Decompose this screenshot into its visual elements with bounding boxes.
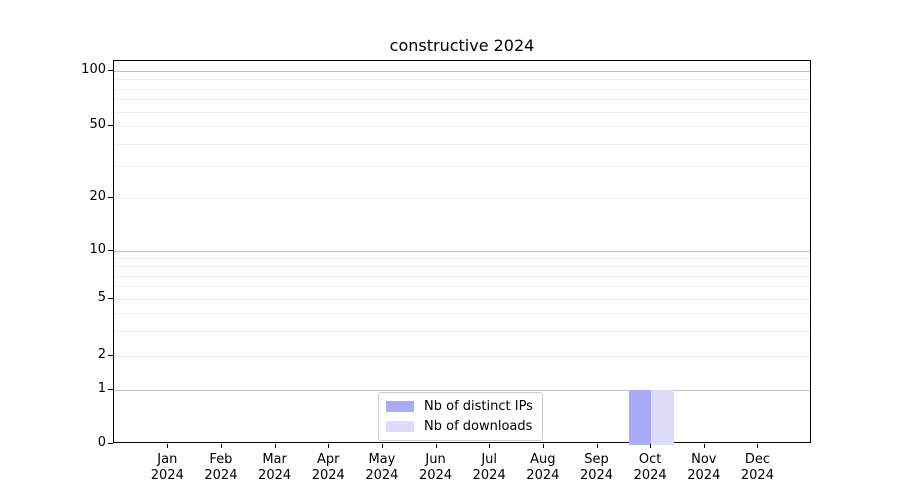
y-axis-tick [108, 125, 113, 126]
x-tick-label: Mar 2024 [258, 452, 292, 483]
chart-title: constructive 2024 [389, 36, 535, 55]
x-tick-label: Jun 2024 [419, 452, 453, 483]
y-tick-label: 100 [81, 62, 106, 77]
x-tick-label: Aug 2024 [526, 452, 560, 483]
minor-gridline [114, 144, 810, 145]
x-axis-tick [167, 444, 169, 448]
major-gridline [114, 251, 810, 252]
x-tick-label: May 2024 [365, 452, 399, 483]
legend-swatch [386, 401, 414, 412]
x-axis-tick [381, 444, 383, 448]
legend-label: Nb of distinct IPs [424, 399, 533, 414]
x-axis-tick [274, 444, 276, 448]
x-tick-label: Jul 2024 [472, 452, 506, 483]
minor-gridline [114, 89, 810, 90]
y-tick-label: 0 [97, 435, 106, 450]
x-axis-tick [220, 444, 222, 448]
minor-gridline [114, 99, 810, 100]
x-axis-tick [489, 444, 491, 448]
x-tick-label: Feb 2024 [204, 452, 238, 483]
major-gridline [114, 390, 810, 391]
x-tick-label: Nov 2024 [687, 452, 721, 483]
y-axis-tick [108, 197, 113, 198]
y-tick-label: 20 [89, 189, 106, 204]
x-tick-label: Dec 2024 [740, 452, 774, 483]
x-axis-tick [435, 444, 437, 448]
y-axis-tick [108, 298, 113, 299]
x-axis-tick [757, 444, 759, 448]
y-tick-label: 10 [89, 242, 106, 257]
legend: Nb of distinct IPs Nb of downloads [378, 392, 543, 441]
minor-gridline [114, 166, 810, 167]
x-axis-tick [703, 444, 705, 448]
y-axis-tick [108, 389, 113, 390]
x-axis-tick [650, 444, 652, 448]
x-tick-label: Oct 2024 [633, 452, 667, 483]
legend-label: Nb of downloads [424, 419, 533, 434]
legend-swatch [386, 421, 414, 432]
minor-gridline [114, 299, 810, 300]
bar-distinct-ips [628, 390, 652, 445]
minor-gridline [114, 126, 810, 127]
minor-gridline [114, 331, 810, 332]
minor-gridline [114, 266, 810, 267]
x-tick-label: Jan 2024 [150, 452, 184, 483]
minor-gridline [114, 276, 810, 277]
minor-gridline [114, 198, 810, 199]
major-gridline [114, 71, 810, 72]
x-axis-tick [328, 444, 330, 448]
minor-gridline [114, 356, 810, 357]
minor-gridline [114, 112, 810, 113]
minor-gridline [114, 313, 810, 314]
legend-item-distinct-ips: Nb of distinct IPs [386, 399, 533, 414]
y-tick-label: 2 [97, 347, 106, 362]
y-axis-tick [108, 250, 113, 251]
minor-gridline [114, 258, 810, 259]
minor-gridline [114, 79, 810, 80]
minor-gridline [114, 286, 810, 287]
x-tick-label: Apr 2024 [311, 452, 345, 483]
legend-item-downloads: Nb of downloads [386, 419, 533, 434]
plot-area [113, 60, 811, 445]
x-tick-label: Sep 2024 [579, 452, 614, 483]
y-tick-label: 1 [97, 381, 106, 396]
y-tick-label: 5 [97, 290, 106, 305]
y-axis-tick [108, 70, 113, 71]
y-axis-tick [108, 443, 113, 444]
bar-downloads [651, 390, 674, 445]
y-axis-tick [108, 355, 113, 356]
y-tick-label: 50 [89, 117, 106, 132]
x-axis-tick [596, 444, 598, 448]
x-axis-tick [542, 444, 544, 448]
